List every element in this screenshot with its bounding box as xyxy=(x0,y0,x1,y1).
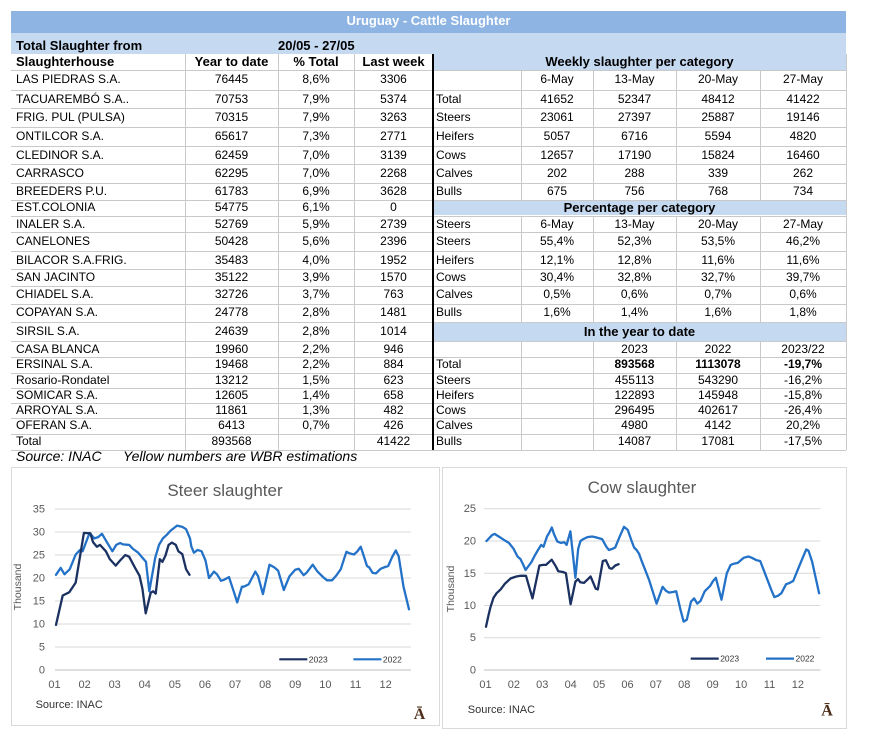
svg-text:10: 10 xyxy=(33,619,45,631)
svg-text:10: 10 xyxy=(319,679,331,691)
svg-text:2023: 2023 xyxy=(309,654,328,664)
svg-text:06: 06 xyxy=(199,679,211,691)
svg-text:08: 08 xyxy=(259,679,271,691)
svg-text:2022: 2022 xyxy=(796,654,815,664)
svg-text:2023: 2023 xyxy=(720,654,739,664)
svg-text:09: 09 xyxy=(707,679,719,691)
svg-text:05: 05 xyxy=(169,679,181,691)
svg-text:25: 25 xyxy=(464,503,476,515)
svg-text:Steer slaughter: Steer slaughter xyxy=(167,481,283,500)
svg-text:11: 11 xyxy=(350,679,361,691)
svg-text:05: 05 xyxy=(593,679,605,691)
svg-text:03: 03 xyxy=(536,679,548,691)
svg-text:0: 0 xyxy=(470,665,476,677)
svg-text:04: 04 xyxy=(565,679,577,691)
svg-text:35: 35 xyxy=(33,504,45,516)
svg-text:07: 07 xyxy=(229,679,241,691)
svg-text:15: 15 xyxy=(33,596,45,608)
svg-text:15: 15 xyxy=(464,568,476,580)
svg-text:30: 30 xyxy=(33,527,45,539)
svg-text:12: 12 xyxy=(379,679,391,691)
svg-text:09: 09 xyxy=(289,679,301,691)
svg-text:12: 12 xyxy=(792,679,804,691)
svg-text:20: 20 xyxy=(33,573,45,585)
svg-text:02: 02 xyxy=(78,679,90,691)
svg-text:Thousand: Thousand xyxy=(12,563,24,610)
svg-text:Ā: Ā xyxy=(414,705,426,723)
svg-text:5: 5 xyxy=(39,642,45,654)
svg-text:03: 03 xyxy=(109,679,121,691)
svg-text:Cow slaughter: Cow slaughter xyxy=(588,478,697,497)
svg-text:04: 04 xyxy=(139,679,151,691)
svg-text:01: 01 xyxy=(479,679,491,691)
svg-text:2022: 2022 xyxy=(383,654,402,664)
svg-text:08: 08 xyxy=(678,679,690,691)
svg-text:10: 10 xyxy=(735,679,747,691)
svg-text:Thousand: Thousand xyxy=(445,565,457,612)
svg-text:20: 20 xyxy=(464,536,476,548)
svg-text:10: 10 xyxy=(464,600,476,612)
svg-text:Source: INAC: Source: INAC xyxy=(36,699,103,711)
svg-text:0: 0 xyxy=(39,665,45,677)
svg-text:07: 07 xyxy=(650,679,662,691)
svg-text:01: 01 xyxy=(48,679,60,691)
svg-text:Source: INAC: Source: INAC xyxy=(468,704,535,716)
svg-text:11: 11 xyxy=(764,679,775,691)
svg-text:02: 02 xyxy=(508,679,520,691)
svg-text:5: 5 xyxy=(470,632,476,644)
svg-text:25: 25 xyxy=(33,550,45,562)
svg-text:06: 06 xyxy=(621,679,633,691)
svg-text:Ā: Ā xyxy=(821,702,833,720)
